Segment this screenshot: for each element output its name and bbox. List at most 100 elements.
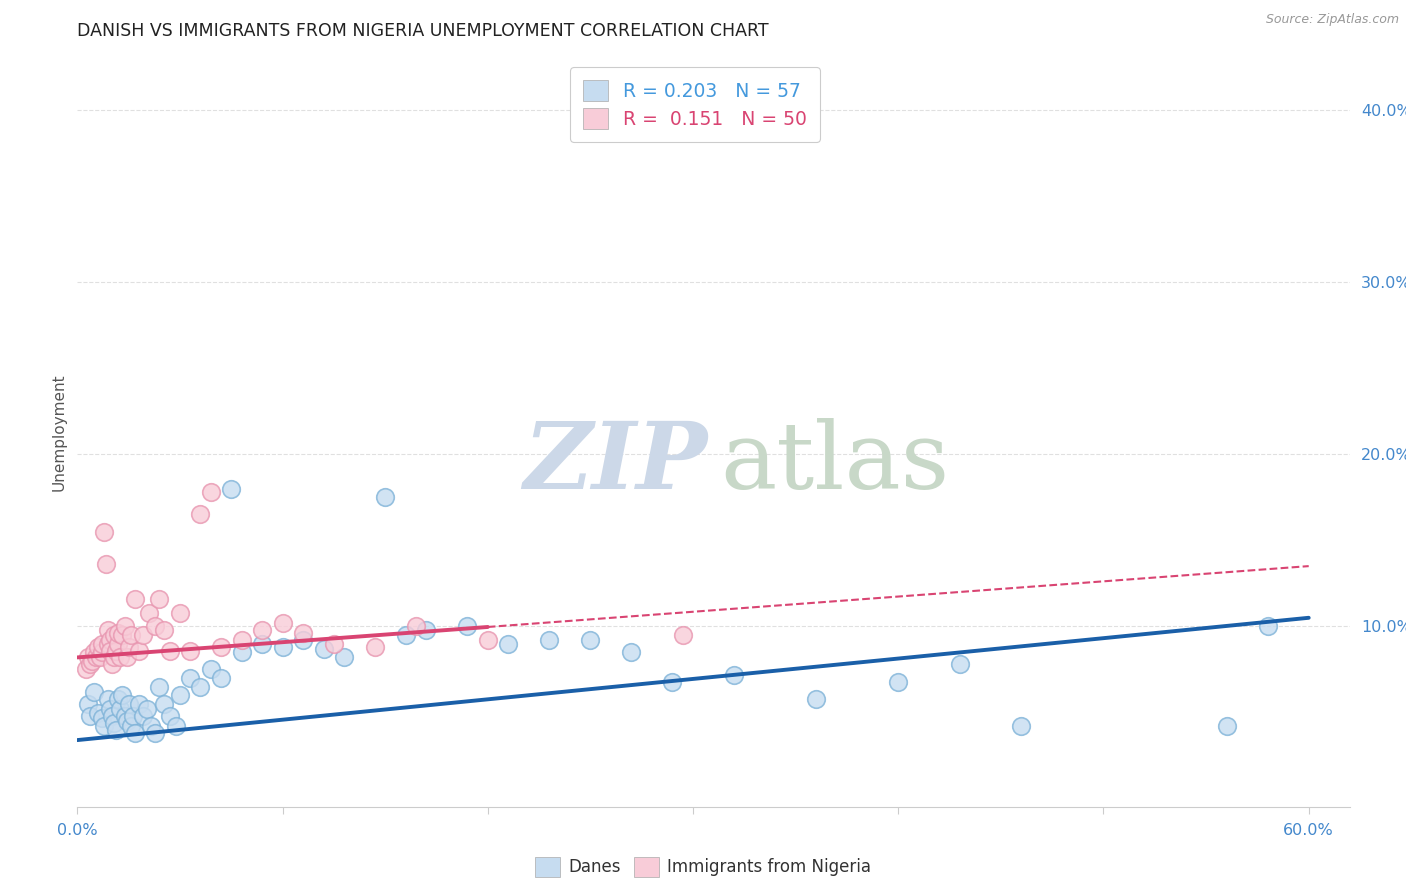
Point (117, 697, 139, 711)
Point (672, 628, 695, 642)
Point (105, 723, 128, 737)
Legend: R = 0.203   N = 57, R =  0.151   N = 50: R = 0.203 N = 57, R = 0.151 N = 50 (571, 68, 820, 142)
Point (128, 643, 150, 657)
Point (111, 628, 134, 642)
Point (271, 615, 294, 630)
Point (209, 671, 232, 685)
Legend: Danes, Immigrants from Nigeria: Danes, Immigrants from Nigeria (529, 850, 877, 884)
Point (159, 643, 181, 657)
Point (165, 719, 187, 733)
Point (152, 623, 174, 637)
Point (132, 628, 155, 642)
Point (141, 719, 163, 733)
Point (101, 657, 124, 672)
Point (250, 623, 273, 637)
Point (179, 671, 201, 685)
Point (405, 619, 427, 633)
Point (80, 654, 103, 668)
Point (103, 628, 125, 642)
Point (97, 623, 120, 637)
Point (364, 640, 387, 654)
Point (136, 702, 159, 716)
Point (322, 637, 344, 651)
Point (97, 637, 120, 651)
Point (101, 709, 124, 723)
Point (200, 485, 222, 500)
Point (887, 674, 910, 689)
Point (579, 633, 602, 648)
Point (132, 709, 155, 723)
Point (538, 633, 561, 648)
Point (107, 691, 129, 706)
Point (415, 623, 437, 637)
Point (456, 619, 478, 633)
Point (87, 706, 110, 720)
Point (190, 508, 212, 522)
Point (159, 709, 181, 723)
Point (124, 726, 146, 740)
Point (83, 685, 105, 699)
Point (124, 591, 146, 606)
Point (114, 619, 136, 633)
Point (169, 688, 191, 702)
Point (98, 702, 121, 716)
Point (91, 711, 114, 725)
Point (152, 697, 174, 711)
Text: ZIP: ZIP (523, 417, 707, 508)
Point (209, 640, 232, 654)
Point (115, 650, 138, 665)
Point (804, 691, 827, 706)
Point (949, 657, 972, 672)
Point (138, 606, 160, 620)
Point (87, 640, 110, 654)
Point (723, 667, 745, 681)
Point (312, 641, 335, 656)
Point (91, 637, 114, 651)
Point (98, 643, 121, 657)
Point (148, 591, 170, 606)
Point (292, 626, 315, 640)
Point (190, 680, 212, 694)
Point (84, 650, 107, 665)
Point (374, 490, 396, 504)
Point (1010, 719, 1032, 733)
Point (271, 640, 294, 654)
Point (107, 626, 129, 640)
Point (148, 680, 170, 694)
Text: atlas: atlas (720, 417, 949, 508)
Point (231, 633, 253, 648)
Point (200, 663, 222, 677)
Point (292, 633, 315, 648)
Point (250, 637, 273, 651)
Point (94, 558, 117, 572)
Point (169, 606, 191, 620)
Point (97, 691, 120, 706)
Point (103, 715, 125, 730)
Y-axis label: Unemployment: Unemployment (51, 374, 66, 491)
Point (107, 637, 129, 651)
Point (620, 645, 643, 659)
Point (179, 643, 201, 657)
Point (121, 709, 143, 723)
Point (105, 643, 128, 657)
Point (477, 633, 499, 648)
Point (1257, 619, 1279, 633)
Point (79, 709, 101, 723)
Point (110, 650, 132, 665)
Point (110, 702, 132, 716)
Point (120, 628, 142, 642)
Point (1215, 719, 1237, 733)
Point (143, 619, 166, 633)
Point (219, 482, 242, 496)
Text: DANISH VS IMMIGRANTS FROM NIGERIA UNEMPLOYMENT CORRELATION CHART: DANISH VS IMMIGRANTS FROM NIGERIA UNEMPL… (77, 22, 769, 40)
Point (111, 688, 134, 702)
Point (98, 633, 121, 648)
Point (120, 719, 142, 733)
Point (231, 645, 253, 659)
Point (114, 709, 136, 723)
Point (143, 726, 166, 740)
Point (115, 714, 138, 728)
Point (117, 640, 139, 654)
Point (93, 719, 115, 733)
Point (661, 674, 683, 689)
